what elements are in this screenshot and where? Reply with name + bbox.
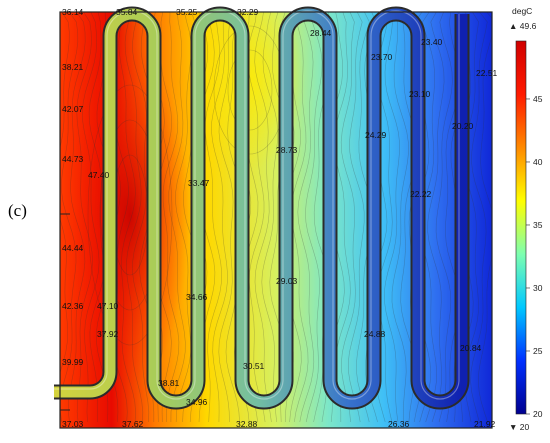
colorbar-tick-label: 25: [533, 346, 543, 356]
isotherm-line: [470, 12, 488, 423]
isotherm-line: [211, 12, 228, 423]
temp-label: 22.22: [410, 189, 432, 199]
colorbar-scale: [515, 40, 527, 415]
temp-label: 47.10: [97, 301, 119, 311]
isotherm-line: [81, 12, 100, 423]
temp-label: 21.92: [474, 419, 496, 429]
isotherm-line: [76, 12, 93, 423]
isotherm-line: [391, 12, 409, 423]
temp-label: 24.29: [365, 130, 387, 140]
temperature-field: [60, 12, 492, 428]
isotherm-line: [218, 12, 234, 423]
colorbar-unit: degC: [512, 6, 532, 16]
temp-label: 42.36: [62, 301, 84, 311]
temp-label: 30.51: [243, 361, 265, 371]
temp-label: 37.92: [97, 329, 119, 339]
isotherm-line: [124, 12, 144, 423]
temp-label: 23.40: [421, 37, 443, 47]
isotherm-line: [305, 12, 323, 423]
temp-label: 23.70: [371, 52, 393, 62]
isotherm-line: [88, 12, 105, 422]
colorbar-ticks: 45 40 35 30 25 20: [526, 94, 543, 419]
isotherm-line: [168, 12, 186, 423]
isotherm-line: [347, 12, 365, 423]
temp-label: 32.29: [237, 7, 259, 17]
isotherm-line: [435, 12, 453, 423]
temp-label: 34.96: [186, 397, 208, 407]
temp-label: 34.66: [186, 292, 208, 302]
temp-label: 37.62: [122, 419, 144, 429]
isotherm-line: [132, 12, 150, 423]
temp-label: 39.99: [62, 357, 84, 367]
temp-label: 24.88: [364, 329, 386, 339]
isotherm-line: [60, 12, 70, 374]
temp-label: 36.14: [62, 7, 84, 17]
panel-label: (c): [8, 201, 27, 220]
isotherm-line: [477, 12, 492, 423]
isotherm-line: [162, 12, 180, 423]
isotherm-line: [254, 12, 272, 423]
isotherm-line: [261, 12, 279, 423]
isotherm-loop: [87, 84, 173, 346]
temp-label: 22.51: [476, 68, 498, 78]
colorbar: degC ▲ 49.6 45 40 35 30 25 20 ▼ 20: [509, 6, 543, 432]
colorbar-tick-label: 30: [533, 283, 543, 293]
isotherm-line: [383, 12, 400, 423]
isotherm-line: [67, 12, 86, 423]
temperature-labels: 36.14 35.84 35.25 32.29 28.44 23.70 23.4…: [62, 7, 498, 429]
temp-label: 38.81: [158, 378, 180, 388]
temp-label: 20.20: [452, 121, 474, 131]
temp-label: 32.88: [236, 419, 258, 429]
plot-frame: [59, 11, 493, 429]
colorbar-tick-label: 35: [533, 220, 543, 230]
isotherm-line: [60, 12, 79, 423]
temp-label: 44.73: [62, 154, 84, 164]
temp-label: 37.03: [62, 419, 84, 429]
isotherm-line: [340, 12, 356, 423]
colorbar-tick-label: 45: [533, 94, 543, 104]
temp-label: 23.10: [409, 89, 431, 99]
temp-label: 44.44: [62, 243, 84, 253]
isotherm-line: [297, 12, 315, 423]
isotherm-line: [204, 12, 223, 423]
colorbar-max-label: ▲ 49.6: [509, 21, 537, 31]
tube-fill: [54, 8, 468, 408]
colorbar-tick-label: 40: [533, 157, 543, 167]
temp-label: 38.21: [62, 62, 84, 72]
isotherm-loop: [227, 49, 273, 131]
temp-label: 35.25: [176, 7, 198, 17]
isotherm-line: [118, 12, 136, 423]
isotherm-line: [247, 12, 266, 423]
temp-label: 28.44: [310, 28, 332, 38]
temp-label: 33.47: [188, 178, 210, 188]
temp-label: 29.03: [276, 276, 298, 286]
temp-label: 26.36: [388, 419, 410, 429]
colorbar-tick-label: 20: [533, 409, 543, 419]
temp-label: 47.40: [88, 170, 110, 180]
colorbar-min-label: ▼ 20: [509, 422, 530, 432]
temp-label: 28.73: [276, 145, 298, 155]
temp-label: 20.84: [460, 343, 482, 353]
temp-label: 35.84: [116, 7, 138, 17]
temp-label: 42.07: [62, 104, 84, 114]
warm-zone: [195, 12, 305, 170]
isotherm-line: [427, 12, 445, 423]
